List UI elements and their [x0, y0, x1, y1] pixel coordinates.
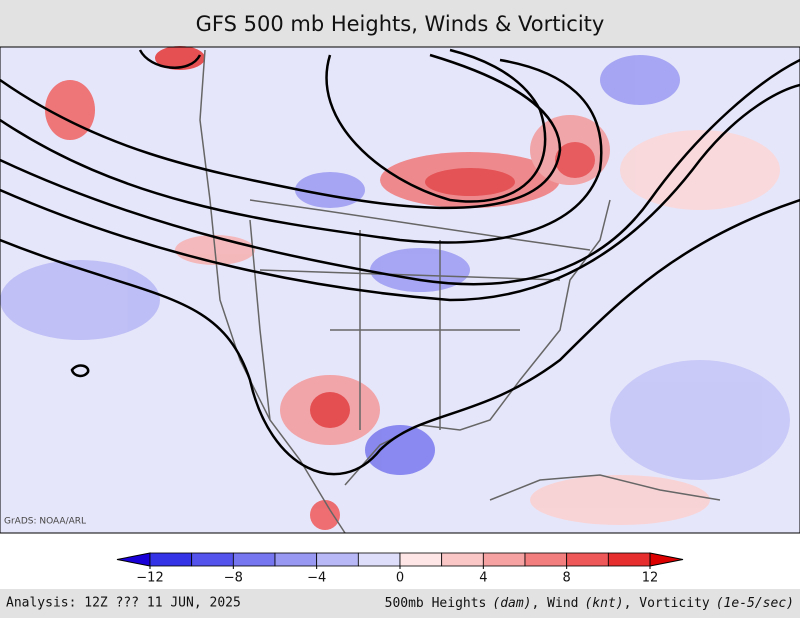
colorbar-end	[649, 552, 684, 567]
title-bar	[0, 0, 800, 47]
unit: (dam)	[492, 596, 531, 611]
colorbar-bin	[149, 552, 193, 567]
unit: (knt)	[584, 596, 623, 611]
map-frame	[0, 46, 800, 534]
colorbar-bin	[232, 552, 276, 567]
vorticity-field	[0, 46, 790, 530]
colorbar-tick-label: 8	[563, 571, 571, 586]
colorbar-bin	[357, 552, 401, 567]
colorbar-bin	[441, 552, 484, 567]
colorbar-bin	[566, 552, 609, 567]
title: GFS 500 mb Heights, Winds & Vorticity	[196, 12, 605, 36]
colorbar-end	[116, 552, 151, 567]
colorbar-tick-label: 0	[396, 571, 404, 586]
footer-text: , Wind	[532, 596, 579, 611]
height-contours	[0, 48, 800, 476]
map: GrADS: NOAA/ARL	[0, 46, 800, 534]
colorbar-tick-label: −8	[224, 571, 243, 586]
colorbar-bin	[191, 552, 234, 567]
colorbar-tick-label: 12	[642, 571, 659, 586]
colorbar-bin	[607, 552, 651, 567]
footer-bar	[0, 589, 800, 618]
colorbar: −12 −8 −4 0 4 8 12	[116, 552, 684, 586]
footer-text: , Vorticity	[624, 596, 710, 611]
colorbar-tick-label: −4	[307, 571, 326, 586]
footer-right: 500mb Heights (dam), Wind (knt), Vorticity…	[385, 596, 794, 611]
colorbar-tick-label: −12	[136, 571, 163, 586]
colorbar-bin	[316, 552, 359, 567]
colorbar-tick-label: 4	[479, 571, 487, 586]
footer-text: 500mb Heights	[385, 596, 487, 611]
colorbar-bin	[482, 552, 526, 567]
map-credit: GrADS: NOAA/ARL	[4, 517, 86, 527]
colorbar-bin	[524, 552, 568, 567]
footer-left: Analysis: 12Z ??? 11 JUN, 2025	[6, 596, 241, 611]
colorbar-bin	[399, 552, 443, 567]
unit: (1e-5/sec)	[716, 596, 794, 611]
colorbar-bin	[274, 552, 318, 567]
